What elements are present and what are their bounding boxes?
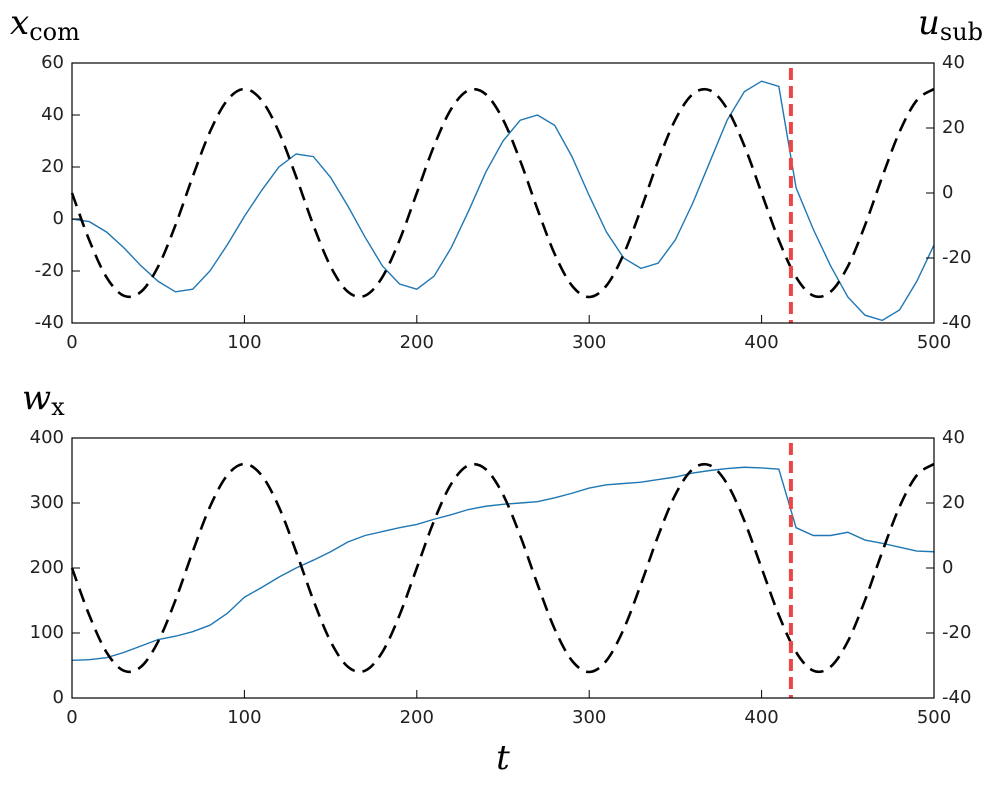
y2-tick-label: -20 [942, 247, 971, 268]
plot-frame [71, 437, 935, 699]
y-tick-label: 20 [41, 156, 64, 177]
label-base: x [10, 3, 29, 43]
x-axis-label: t [496, 738, 510, 778]
y-tick-label: 0 [53, 208, 64, 229]
label-sub: com [29, 18, 80, 46]
x-tick-label: 400 [744, 332, 778, 353]
y-tick-label: -20 [35, 260, 64, 281]
x-tick-label: 100 [227, 707, 261, 728]
axis-label: wx [22, 378, 65, 421]
y-tick-label: 60 [41, 52, 64, 73]
y-tick-label: 200 [30, 557, 64, 578]
x-tick-label: 200 [400, 707, 434, 728]
x-tick-label: 400 [744, 707, 778, 728]
label-base: u [918, 3, 940, 43]
y2-tick-label: 20 [942, 492, 965, 513]
x-tick-label: 500 [917, 332, 951, 353]
y-tick-label: 0 [53, 687, 64, 708]
label-sub: sub [940, 18, 983, 46]
x-tick-label: 0 [66, 332, 77, 353]
y2-tick-label: -40 [942, 687, 971, 708]
x-tick-label: 300 [572, 332, 606, 353]
x-tick-label: 0 [66, 707, 77, 728]
y2-tick-label: -20 [942, 622, 971, 643]
x-tick-label: 200 [400, 332, 434, 353]
y2-tick-label: 40 [942, 427, 965, 448]
y2-tick-label: 0 [942, 557, 953, 578]
x-tick-label: 300 [572, 707, 606, 728]
dashed-line [70, 462, 935, 674]
y2-tick-label: -40 [942, 312, 971, 333]
y-tick-label: 400 [30, 427, 64, 448]
label-sub: x [51, 393, 65, 421]
x-tick-label: 100 [227, 332, 261, 353]
y2-tick-label: 0 [942, 182, 953, 203]
label-base: w [22, 378, 51, 418]
y2-tick-label: 20 [942, 117, 965, 138]
y-tick-label: 100 [30, 622, 64, 643]
line [71, 80, 935, 322]
dashed-line [70, 87, 935, 299]
plot-frame [71, 62, 935, 324]
axis-label: xcom [10, 3, 80, 46]
y-tick-label: 300 [30, 492, 64, 513]
x-tick-label: 500 [917, 707, 951, 728]
y-tick-label: 40 [41, 104, 64, 125]
y-tick-label: -40 [35, 312, 64, 333]
y2-tick-label: 40 [942, 52, 965, 73]
axis-label: usub [918, 3, 983, 46]
